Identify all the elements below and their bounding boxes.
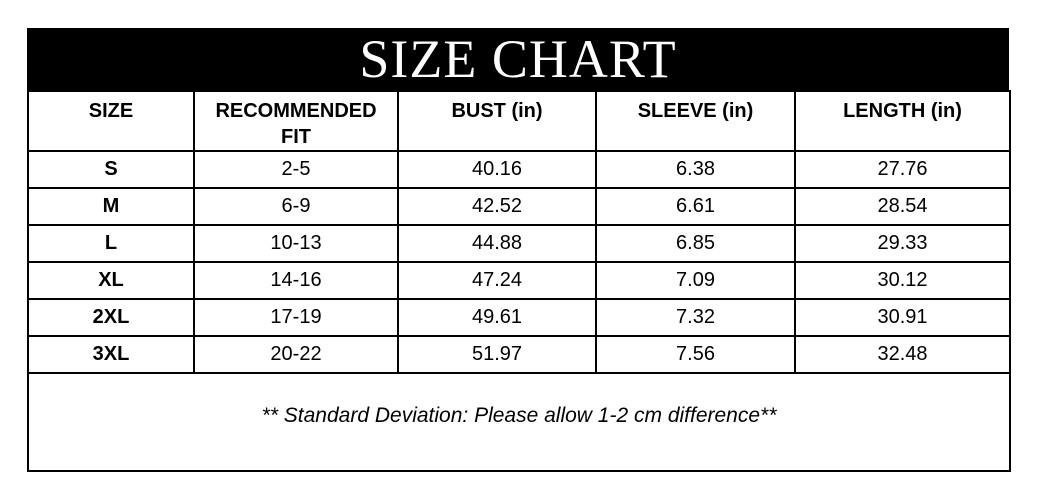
sleeve-cell: 6.85 [595, 224, 796, 263]
size-cell: S [27, 150, 195, 189]
table-row-xl: XL 14-16 47.24 7.09 30.12 [27, 261, 1011, 300]
table-row-2xl: 2XL 17-19 49.61 7.32 30.91 [27, 298, 1011, 337]
page-title: SIZE CHART [359, 29, 677, 89]
fit-cell: 6-9 [193, 187, 399, 226]
table-footnote-row: ** Standard Deviation: Please allow 1-2 … [27, 372, 1011, 472]
chart-title-banner: SIZE CHART [27, 28, 1009, 90]
bust-cell: 49.61 [397, 298, 597, 337]
length-cell: 28.54 [794, 187, 1011, 226]
fit-cell: 10-13 [193, 224, 399, 263]
bust-cell: 51.97 [397, 335, 597, 374]
column-header-recommended-fit: RECOMMENDED FIT [193, 90, 399, 152]
column-header-size: SIZE [27, 90, 195, 152]
bust-cell: 40.16 [397, 150, 597, 189]
table-header-row: SIZE RECOMMENDED FIT BUST (in) SLEEVE (i… [27, 90, 1011, 152]
length-cell: 27.76 [794, 150, 1011, 189]
sleeve-cell: 7.32 [595, 298, 796, 337]
bust-cell: 42.52 [397, 187, 597, 226]
length-cell: 30.12 [794, 261, 1011, 300]
column-header-bust: BUST (in) [397, 90, 597, 152]
sleeve-cell: 6.61 [595, 187, 796, 226]
bust-cell: 44.88 [397, 224, 597, 263]
size-chart-table: SIZE RECOMMENDED FIT BUST (in) SLEEVE (i… [27, 90, 1011, 472]
sleeve-cell: 6.38 [595, 150, 796, 189]
size-cell: 2XL [27, 298, 195, 337]
length-cell: 29.33 [794, 224, 1011, 263]
fit-cell: 14-16 [193, 261, 399, 300]
footnote: ** Standard Deviation: Please allow 1-2 … [27, 372, 1011, 472]
bust-cell: 47.24 [397, 261, 597, 300]
fit-cell: 20-22 [193, 335, 399, 374]
fit-cell: 2-5 [193, 150, 399, 189]
length-cell: 30.91 [794, 298, 1011, 337]
table-row-3xl: 3XL 20-22 51.97 7.56 32.48 [27, 335, 1011, 374]
column-header-length: LENGTH (in) [794, 90, 1011, 152]
sleeve-cell: 7.09 [595, 261, 796, 300]
size-cell: M [27, 187, 195, 226]
fit-cell: 17-19 [193, 298, 399, 337]
size-cell: L [27, 224, 195, 263]
table-row-s: S 2-5 40.16 6.38 27.76 [27, 150, 1011, 189]
size-cell: 3XL [27, 335, 195, 374]
length-cell: 32.48 [794, 335, 1011, 374]
column-header-sleeve: SLEEVE (in) [595, 90, 796, 152]
size-cell: XL [27, 261, 195, 300]
sleeve-cell: 7.56 [595, 335, 796, 374]
table-row-l: L 10-13 44.88 6.85 29.33 [27, 224, 1011, 263]
table-row-m: M 6-9 42.52 6.61 28.54 [27, 187, 1011, 226]
